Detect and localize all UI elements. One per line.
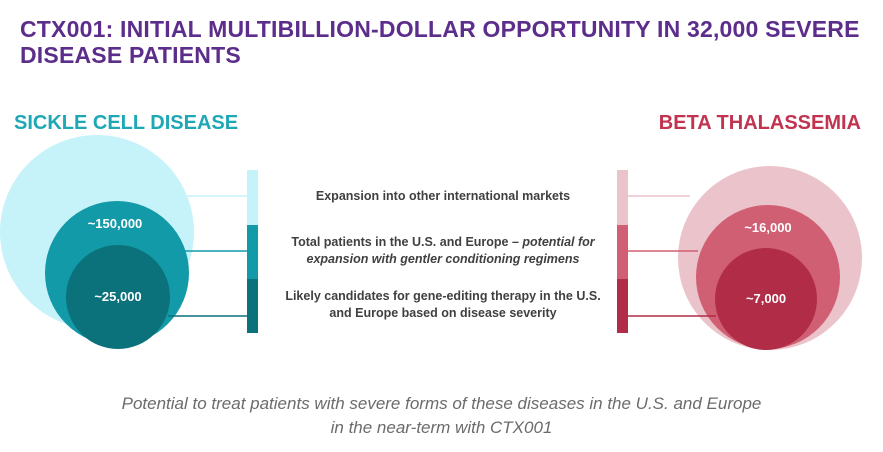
scd-bar-1 xyxy=(247,170,258,225)
footer-line-2: in the near-term with CTX001 xyxy=(330,418,553,437)
scd-candidates-value: ~25,000 xyxy=(94,289,142,304)
bt-bar-1 xyxy=(617,170,628,225)
description-international: Expansion into other international marke… xyxy=(315,189,571,203)
bt-total-patients-value: ~16,000 xyxy=(744,220,792,235)
bt-candidates-value: ~7,000 xyxy=(745,291,787,306)
bt-bar-3 xyxy=(617,279,628,333)
scd-bar-3 xyxy=(247,279,258,333)
beta-thalassemia-heading: BETA THALASSEMIA xyxy=(658,112,861,134)
scd-total-patients-value: ~150,000 xyxy=(87,216,143,231)
bt-bar-2 xyxy=(617,225,628,279)
scd-inner-circle xyxy=(66,245,170,349)
description-total-patients-plain: Total patients in the U.S. and Europe – xyxy=(291,235,523,249)
sickle-cell-heading: SICKLE CELL DISEASE xyxy=(14,112,239,134)
page-title: CTX001: INITIAL MULTIBILLION-DOLLAR OPPO… xyxy=(20,16,860,68)
bt-inner-circle xyxy=(715,248,817,350)
description-likely-candidates: Likely candidates for gene-editing thera… xyxy=(285,289,601,320)
footer-line-1: Potential to treat patients with severe … xyxy=(121,394,762,413)
description-total-patients: Total patients in the U.S. and Europe – … xyxy=(278,234,608,268)
scd-bar-2 xyxy=(247,225,258,279)
description-total-patients-italic: potential for expansion with gentler con… xyxy=(306,235,595,266)
